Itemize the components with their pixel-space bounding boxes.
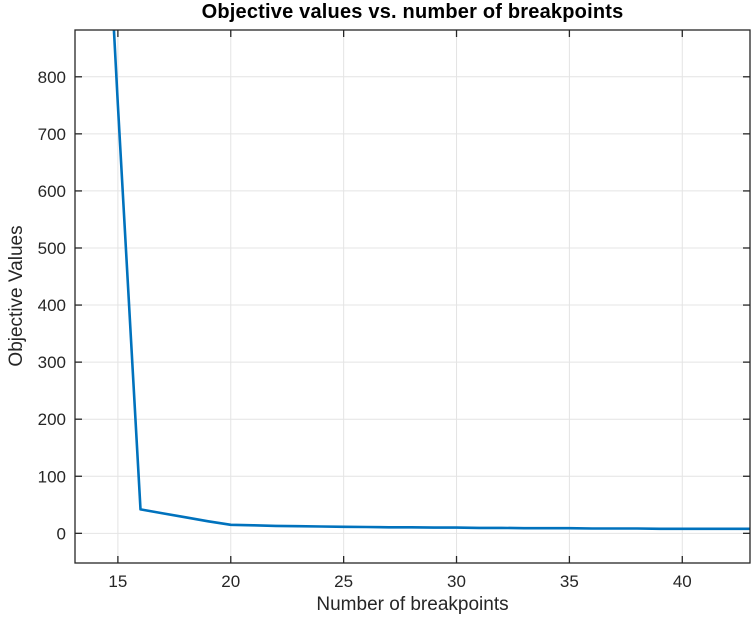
y-tick-label: 600	[38, 182, 66, 201]
chart-title: Objective values vs. number of breakpoin…	[201, 1, 624, 23]
x-tick-label: 40	[673, 572, 692, 591]
y-tick-label: 0	[57, 524, 66, 543]
y-tick-label: 200	[38, 410, 66, 429]
y-tick-label: 500	[38, 239, 66, 258]
x-tick-label: 15	[108, 572, 127, 591]
y-tick-label: 300	[38, 353, 66, 372]
x-tick-label: 35	[560, 572, 579, 591]
y-tick-label: 400	[38, 296, 66, 315]
x-tick-label: 30	[447, 572, 466, 591]
y-axis-label: Objective Values	[6, 225, 27, 367]
plot-frame	[74, 29, 751, 564]
y-tick-label: 100	[38, 467, 66, 486]
data-line	[112, 30, 750, 531]
y-tick-label: 700	[38, 125, 66, 144]
y-tick-label: 800	[38, 68, 66, 87]
plot-background	[75, 30, 750, 563]
x-tick-label: 25	[334, 572, 353, 591]
x-axis-label: Number of breakpoints	[316, 594, 509, 615]
x-tick-label: 20	[221, 572, 240, 591]
